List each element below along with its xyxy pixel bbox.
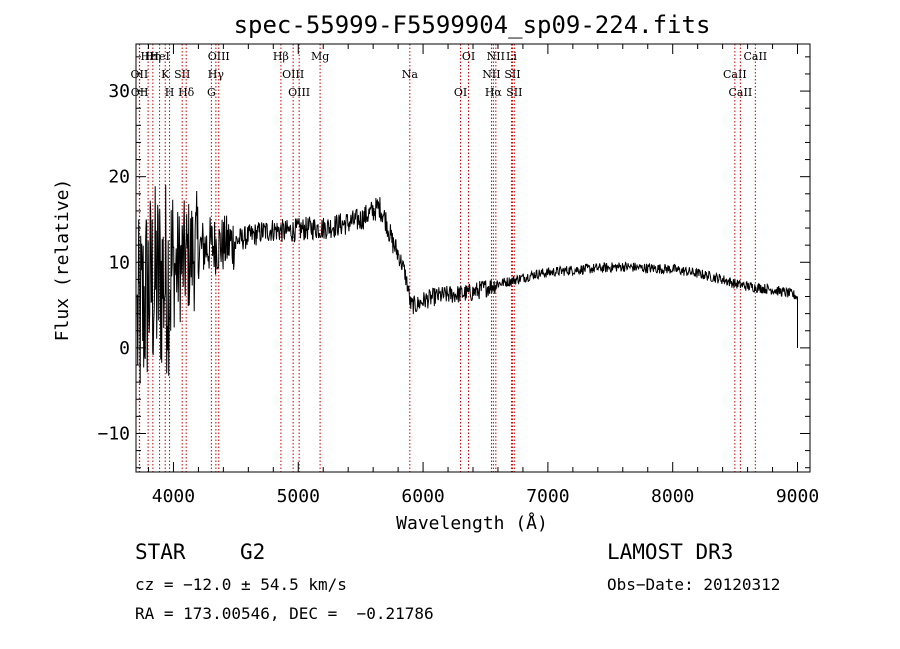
object-subclass: G2 <box>240 540 266 564</box>
survey-name: LAMOST DR3 <box>607 540 734 564</box>
line-label: SII <box>504 68 520 81</box>
line-label: CaII <box>743 50 767 63</box>
line-label: CaII <box>729 86 753 99</box>
line-label: OII <box>131 68 149 81</box>
x-tick-label: 5000 <box>277 486 320 507</box>
y-tick-label: 0 <box>119 338 130 359</box>
line-label: SII <box>174 68 190 81</box>
y-tick-label: 10 <box>108 252 130 273</box>
y-tick-label: 30 <box>108 81 130 102</box>
line-label: H <box>165 86 175 99</box>
line-label: Hγ <box>208 68 225 81</box>
line-label: OII <box>131 86 149 99</box>
x-axis: 4000 5000 6000 7000 8000 9000 <box>147 44 819 507</box>
line-label: OIII <box>282 68 304 81</box>
x-axis-label: Wavelength (Å) <box>396 512 548 534</box>
line-label: Hα <box>485 86 503 99</box>
line-label: Hδ <box>178 86 195 99</box>
y-axis-label: Flux (relative) <box>52 179 73 342</box>
line-label: Mg <box>311 50 329 63</box>
line-label: Hε <box>140 50 156 63</box>
line-label: OI <box>462 50 475 63</box>
x-tick-label: 4000 <box>152 486 195 507</box>
line-label: CaII <box>723 68 747 81</box>
y-axis: −10 0 10 20 30 <box>97 56 810 469</box>
line-label: SII <box>506 86 522 99</box>
line-label: Hη <box>145 50 161 63</box>
x-tick-label: 6000 <box>401 486 444 507</box>
line-label: OIII <box>288 86 310 99</box>
line-label: Hβ <box>273 50 289 63</box>
line-label: Na <box>402 68 419 81</box>
chart-title: spec-55999-F5599904_sp09-224.fits <box>234 11 711 39</box>
obs-date: Obs−Date: 20120312 <box>607 575 781 594</box>
y-tick-label: 20 <box>108 167 130 188</box>
line-label: K <box>161 68 170 81</box>
coordinates: RA = 173.00546, DEC = −0.21786 <box>135 604 434 623</box>
line-label: Li <box>506 50 517 63</box>
redshift-info: cz = −12.0 ± 54.5 km/s <box>135 575 347 594</box>
x-tick-label: 8000 <box>651 486 694 507</box>
line-label: G <box>207 86 216 99</box>
line-label: NII <box>487 50 505 63</box>
line-label: OI <box>454 86 467 99</box>
line-label: NII <box>482 68 500 81</box>
object-class: STAR <box>135 540 186 564</box>
y-tick-label: −10 <box>97 423 130 444</box>
line-label: HeI <box>149 50 169 63</box>
x-tick-label: 7000 <box>526 486 569 507</box>
plot-frame <box>135 43 811 473</box>
line-label: OIII <box>208 50 230 63</box>
spectrum-line <box>136 184 798 384</box>
x-tick-label: 9000 <box>776 486 819 507</box>
